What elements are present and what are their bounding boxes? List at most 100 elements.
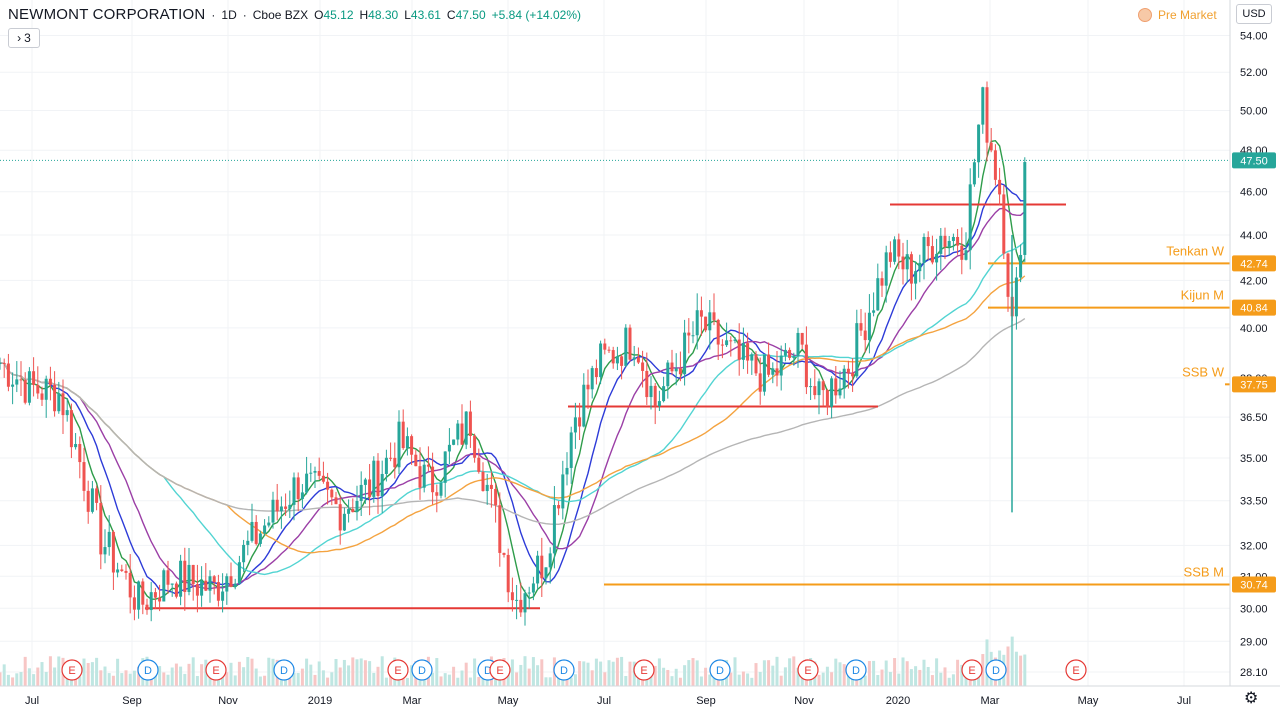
volume-bar xyxy=(510,659,514,686)
candle-body xyxy=(670,362,674,372)
volume-bar xyxy=(893,658,897,686)
candle-body xyxy=(792,356,796,358)
x-tick-label: May xyxy=(498,695,519,707)
price-level-value: 37.75 xyxy=(1240,379,1268,391)
candle-body xyxy=(737,339,741,360)
volume-bar xyxy=(674,668,678,686)
candle-body xyxy=(36,384,40,394)
candle-body xyxy=(384,457,388,474)
volume-bar xyxy=(540,659,544,686)
candle-body xyxy=(254,521,258,544)
candle-body xyxy=(221,591,225,601)
candle-body xyxy=(233,583,237,587)
volume-bar xyxy=(376,666,380,686)
volume-bar xyxy=(930,675,934,686)
candle-body xyxy=(481,471,485,492)
volume-bar xyxy=(909,669,913,686)
y-tick-label: 30.00 xyxy=(1240,603,1268,615)
candle-body xyxy=(414,454,418,467)
candle-body xyxy=(200,580,204,596)
candle-body xyxy=(1014,277,1018,317)
indicators-collapse-button[interactable]: › 3 xyxy=(8,28,40,48)
volume-bar xyxy=(1010,636,1014,686)
candle-body xyxy=(204,580,208,591)
candle-body xyxy=(389,457,393,459)
candle-body xyxy=(603,343,607,350)
candle-body xyxy=(468,411,472,436)
volume-bar xyxy=(368,661,372,686)
volume-bar xyxy=(124,670,128,686)
earnings-marker xyxy=(387,659,409,681)
currency-button[interactable]: USD xyxy=(1236,4,1272,24)
candle-body xyxy=(447,444,451,452)
candle-body xyxy=(649,385,653,398)
candle-body xyxy=(565,467,569,475)
candle-body xyxy=(993,150,997,180)
volume-bar xyxy=(779,675,783,686)
volume-bar xyxy=(699,676,703,686)
volume-bar xyxy=(401,676,405,686)
ma-purple-line xyxy=(0,207,1026,590)
candle-body xyxy=(578,417,582,427)
volume-bar xyxy=(834,658,838,686)
candle-body xyxy=(65,410,69,416)
gear-icon[interactable]: ⚙ xyxy=(1244,690,1259,707)
volume-bar xyxy=(519,664,523,686)
candle-body xyxy=(326,481,330,490)
volume-bar xyxy=(330,672,334,686)
candle-body xyxy=(939,235,943,254)
volume-bar xyxy=(897,673,901,686)
open-value: 45.12 xyxy=(323,8,354,22)
volume-bar xyxy=(86,663,90,686)
candle-body xyxy=(187,564,191,592)
candle-body xyxy=(754,354,758,374)
volume-bar xyxy=(296,673,300,686)
candle-body xyxy=(418,466,422,488)
interval[interactable]: 1D xyxy=(221,8,237,22)
candle-body xyxy=(422,464,426,488)
volume-bar xyxy=(258,676,262,686)
candle-body xyxy=(880,278,884,286)
volume-bar xyxy=(905,661,909,686)
volume-bar xyxy=(170,667,174,686)
candle-body xyxy=(116,569,120,573)
candle-body xyxy=(40,393,44,400)
candle-body xyxy=(905,254,909,270)
volume-bar xyxy=(884,660,888,686)
candle-body xyxy=(834,378,838,396)
last-price-tag xyxy=(1232,152,1276,169)
volume-bar xyxy=(162,672,166,686)
candle-body xyxy=(981,87,985,125)
volume-bar xyxy=(0,672,2,686)
candle-body xyxy=(964,250,968,260)
candle-body xyxy=(552,505,556,554)
event-marker-label: D xyxy=(560,665,568,677)
candle-body xyxy=(494,488,498,506)
candle-body xyxy=(279,506,283,512)
candle-body xyxy=(548,553,552,568)
candle-body xyxy=(813,386,817,396)
candle-body xyxy=(691,335,695,337)
candle-body xyxy=(788,349,792,358)
volume-bar xyxy=(939,672,943,686)
candle-body xyxy=(347,509,351,514)
candle-body xyxy=(859,323,863,331)
volume-bar xyxy=(359,658,363,686)
candle-body xyxy=(11,384,15,387)
candle-body xyxy=(477,457,481,472)
candle-body xyxy=(762,354,766,392)
volume-bar xyxy=(657,658,661,686)
candle-body xyxy=(242,544,246,563)
pre-market-status[interactable]: Pre Market xyxy=(1138,8,1217,22)
candle-body xyxy=(519,599,523,613)
candle-body xyxy=(943,235,947,247)
volume-bar xyxy=(233,675,237,686)
volume-bar xyxy=(758,671,762,686)
volume-bar xyxy=(443,673,447,686)
volume-bar xyxy=(863,675,867,686)
symbol-name[interactable]: NEWMONT CORPORATION xyxy=(8,6,206,23)
candle-body xyxy=(321,475,325,482)
candle-body xyxy=(687,332,691,336)
candle-body xyxy=(27,371,31,403)
